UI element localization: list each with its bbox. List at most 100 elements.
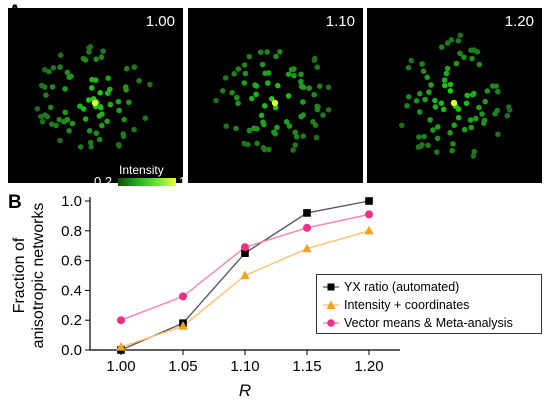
network-dot: [272, 131, 278, 137]
network-dot: [293, 134, 300, 140]
ratio-label-2: 1.10: [325, 13, 355, 30]
data-point-square: [303, 209, 311, 217]
network-dot: [87, 139, 94, 146]
network-dot: [98, 54, 105, 60]
data-point-triangle: [364, 225, 374, 235]
x-tick-label: 1.15: [292, 358, 321, 375]
network-dot: [260, 144, 267, 151]
network-dot: [126, 99, 132, 106]
network-dot: [213, 97, 219, 104]
network-dot: [468, 124, 474, 131]
network-dot: [453, 60, 460, 67]
network-dot: [251, 125, 257, 132]
network-dot: [418, 143, 424, 149]
network-dot: [56, 116, 62, 123]
network-dot: [300, 112, 306, 118]
network-dot: [42, 67, 48, 73]
y-axis-label-line: Fraction of: [11, 237, 28, 313]
network-dot: [442, 82, 448, 89]
network-dot: [470, 153, 477, 159]
network-dot: [107, 101, 114, 108]
network-dot: [425, 142, 431, 149]
network-dot: [447, 88, 454, 94]
network-dot: [292, 142, 299, 148]
network-dot: [50, 65, 57, 71]
line-chart: 0.0 0.2 0.4 0.6 0.8 1.0 1.00 1.05 1.10 1.15 1.20 R F…: [11, 193, 400, 400]
colorbar-max-label: 1: [179, 174, 187, 189]
network-dot: [443, 70, 450, 77]
y-tick-label: 0.2: [61, 312, 82, 329]
network-dot: [417, 90, 423, 97]
network-dot: [476, 61, 483, 68]
network-image-2: 1.10: [188, 8, 363, 183]
network-dot: [471, 148, 477, 155]
network-dot: [219, 88, 226, 94]
network-center-dot: [271, 99, 279, 107]
network-dot: [457, 32, 464, 38]
network-dot: [434, 149, 440, 155]
network-dot: [325, 107, 332, 113]
network-dot: [484, 88, 491, 94]
network-dot: [123, 65, 130, 72]
network-dot: [265, 80, 271, 86]
network-dot: [245, 141, 251, 148]
network-dot: [467, 117, 474, 123]
network-dot: [53, 122, 59, 129]
network-dot: [298, 71, 304, 78]
network-dot: [291, 66, 297, 72]
network-dot: [416, 109, 423, 115]
network-dot: [428, 82, 434, 88]
network-dot: [314, 103, 320, 110]
legend-marker-triangle-icon: [323, 300, 339, 309]
network-dot: [455, 38, 462, 44]
network-dot: [93, 56, 99, 62]
legend-item-yx-ratio: YX ratio (automated): [323, 278, 535, 296]
network-dot: [399, 122, 405, 129]
network-dot: [408, 57, 415, 64]
network-dot: [450, 141, 456, 147]
network-dot: [435, 124, 441, 130]
network-dot: [88, 144, 94, 150]
network-dot: [285, 71, 292, 78]
data-point-circle: [241, 243, 249, 252]
network-dot: [275, 82, 281, 89]
network-dot: [100, 48, 106, 54]
network-dot: [311, 91, 317, 98]
network-dot: [448, 37, 455, 43]
network-dot: [495, 131, 501, 138]
network-dot: [464, 92, 470, 99]
network-dot: [99, 122, 105, 129]
network-dot: [261, 103, 268, 109]
network-dot: [120, 131, 126, 137]
network-dot: [259, 61, 266, 68]
chart-legend: YX ratio (automated) Intensity + coordin…: [316, 274, 542, 334]
network-dot: [286, 123, 293, 129]
network-dot: [34, 106, 41, 112]
network-dot: [116, 107, 122, 114]
network-dot: [233, 125, 239, 132]
y-tick-label: 0.0: [61, 342, 82, 359]
network-dot: [434, 135, 441, 142]
network-dot: [86, 49, 92, 55]
network-dot: [97, 90, 103, 96]
network-dot: [241, 62, 248, 68]
network-dot: [82, 116, 89, 122]
data-point-circle: [117, 316, 125, 325]
network-dot: [285, 93, 292, 99]
network-dot: [87, 44, 94, 50]
network-dot: [80, 106, 87, 112]
network-dot: [404, 103, 410, 109]
y-tick-label: 0.6: [61, 253, 82, 270]
network-dot: [481, 117, 488, 124]
data-point-circle: [179, 292, 187, 301]
network-dot: [300, 133, 306, 139]
y-tick-label: 0.4: [61, 282, 82, 299]
network-dot: [273, 53, 279, 60]
network-dot: [463, 100, 470, 107]
data-point-triangle: [178, 321, 188, 330]
network-dot: [447, 130, 453, 136]
network-dot: [257, 49, 264, 55]
x-tick-label: 1.00: [106, 358, 135, 375]
network-dot: [265, 70, 272, 76]
network-dot: [274, 124, 280, 131]
